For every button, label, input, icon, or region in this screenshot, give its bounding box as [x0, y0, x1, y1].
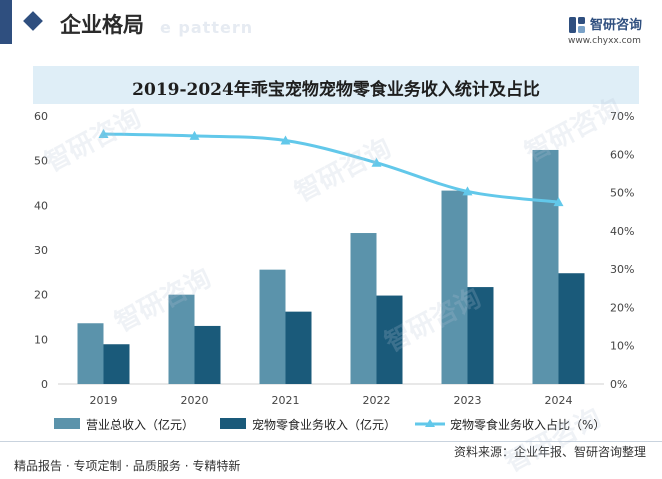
bar-revenue-total [350, 233, 377, 384]
footer-divider [0, 441, 662, 442]
bar-pet-snack-revenue [376, 295, 403, 384]
footer-source: 资料来源：企业年报、智研咨询整理 [453, 445, 646, 459]
chart-title: 2019-2024年乖宝宠物宠物零食业务收入统计及占比 [132, 80, 540, 100]
brand-logo-icon [569, 17, 585, 33]
legend-label-revenue-total: 营业总收入（亿元） [86, 418, 195, 432]
x-tick-label: 2024 [545, 394, 573, 407]
brand-logo: 智研咨询 www.chyxx.com [568, 14, 658, 50]
y-right-tick-label: 10% [610, 340, 634, 353]
combo-chart: 0 10 20 30 40 50 60 0% 10% 20% 30% 40% 50% 60% 70% 2019… [34, 110, 634, 407]
bar-pet-snack-revenue [194, 325, 221, 384]
x-tick-label: 2022 [363, 394, 391, 407]
bar-revenue-total [259, 269, 286, 384]
legend-swatch-pet-snack-share [415, 419, 445, 427]
point-pet-snack-share [462, 186, 473, 196]
y-right-tick-label: 60% [610, 148, 634, 161]
legend-label-pet-snack-revenue: 宠物零食业务收入（亿元） [252, 418, 397, 432]
diamond-icon [23, 11, 43, 31]
x-tick-label: 2020 [181, 394, 209, 407]
y-left-tick-label: 50 [34, 155, 48, 168]
y-right-tick-label: 40% [610, 225, 634, 238]
bar-pet-snack-revenue [467, 287, 494, 384]
point-pet-snack-share [553, 197, 564, 207]
chart-title-band: 2019-2024年乖宝宠物宠物零食业务收入统计及占比 [33, 66, 639, 104]
line-pet-snack-share [103, 132, 559, 204]
y-left-tick-label: 20 [34, 289, 48, 302]
bar-pet-snack-revenue [558, 273, 585, 384]
y-right-tick-label: 20% [610, 301, 634, 314]
y-left-tick-label: 10 [34, 333, 48, 346]
section-title-ghost: e pattern [160, 18, 254, 37]
y-left-tick-label: 40 [34, 199, 48, 212]
y-right-tick-label: 70% [610, 110, 634, 123]
y-right-tick-label: 50% [610, 187, 634, 200]
y-right-tick-label: 30% [610, 263, 634, 276]
bar-revenue-total [77, 323, 104, 384]
bar-revenue-total [532, 149, 559, 384]
y-left-tick-label: 30 [34, 244, 48, 257]
bar-pet-snack-revenue [103, 344, 130, 384]
bar-pet-snack-revenue [285, 311, 312, 384]
point-pet-snack-share [98, 128, 109, 138]
bar-revenue-total [168, 294, 195, 384]
header-accent-bar [0, 0, 12, 44]
bar-revenue-total [441, 190, 468, 384]
brand-name: 智研咨询 [590, 18, 643, 33]
x-tick-label: 2019 [90, 394, 118, 407]
y-right-tick-label: 0% [610, 378, 627, 391]
y-left-tick-label: 60 [34, 110, 48, 123]
section-title: 企业格局 [60, 13, 144, 37]
footer-slogan: 精品报告 · 专项定制 · 品质服务 · 专精特新 [14, 459, 241, 473]
point-pet-snack-share [280, 135, 291, 145]
x-tick-label: 2021 [272, 394, 300, 407]
legend-label-pet-snack-share: 宠物零食业务收入占比（%） [450, 418, 606, 432]
chart-legend: 营业总收入（亿元） 宠物零食业务收入（亿元） 宠物零食业务收入占比（%） [44, 415, 644, 433]
brand-url: www.chyxx.com [568, 36, 641, 46]
point-pet-snack-share [371, 157, 382, 167]
y-left-tick-label: 0 [41, 378, 48, 391]
legend-swatch-revenue-total [54, 418, 80, 429]
x-tick-label: 2023 [454, 394, 482, 407]
point-pet-snack-share [189, 130, 200, 140]
legend-swatch-pet-snack-revenue [220, 418, 246, 429]
header: 企业格局 e pattern 智研咨询 www.chyxx.com [0, 0, 662, 50]
